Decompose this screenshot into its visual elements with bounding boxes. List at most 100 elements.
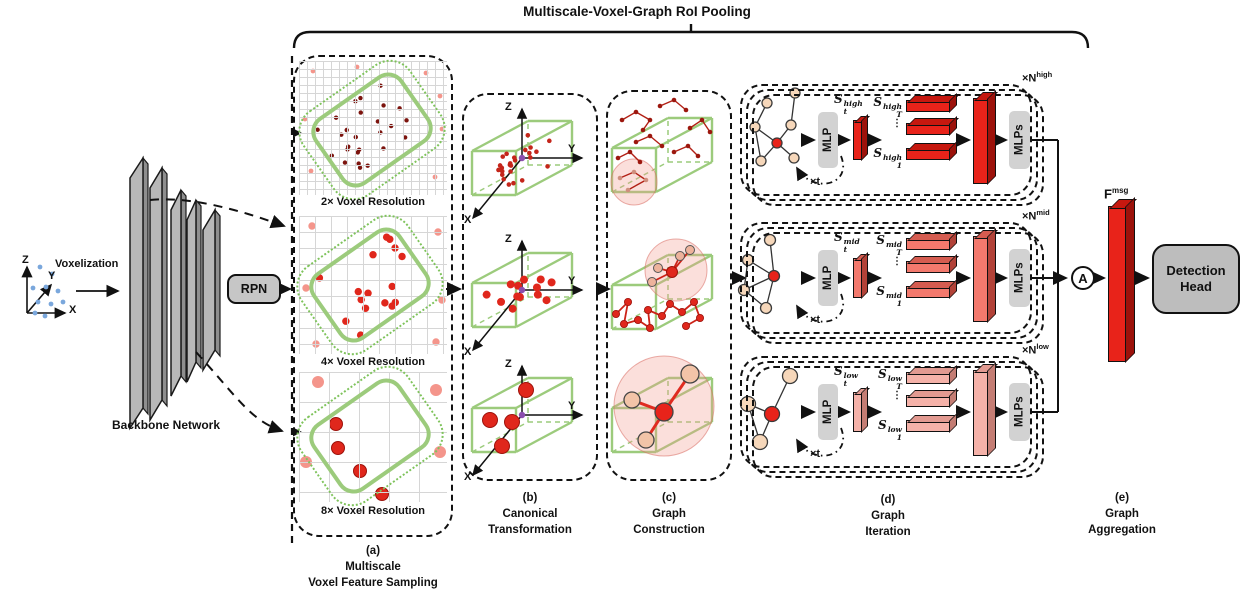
f-msg-label: Fmsg	[1104, 186, 1128, 201]
state-stack-bar-mid-mid	[906, 261, 950, 273]
panel-d-caption-letter: (d)	[880, 494, 896, 506]
graph-iteration-row-mid-stack2	[752, 232, 1044, 344]
state-stack-bar-low-T	[906, 372, 950, 384]
graph-iteration-row-mid	[740, 222, 1032, 334]
f-base: F	[1104, 186, 1112, 202]
graph-iteration-row-high	[740, 84, 1032, 196]
state-bar-t-low	[853, 392, 862, 432]
state-bar-t-high	[853, 120, 862, 160]
n-base: ×N	[1022, 344, 1037, 357]
panel-c-caption-line2: Construction	[633, 524, 705, 536]
pointcloud-y-axis-label: Y	[48, 270, 56, 282]
n-base: ×N	[1022, 210, 1037, 223]
panel-b-caption-line2: Transformation	[488, 524, 572, 536]
n-base: ×N	[1022, 72, 1037, 85]
pointcloud-x-axis-label: X	[69, 304, 77, 316]
canonical-y-label: Y	[568, 143, 576, 155]
canonical-z-label: Z	[505, 233, 512, 245]
s-sub: T	[896, 248, 902, 258]
mlps-box-high: MLPs	[1009, 111, 1030, 169]
s-base: S	[878, 367, 887, 381]
mlps-box-low: MLPs	[1009, 383, 1030, 441]
voxel-grid-4x	[299, 216, 447, 354]
panel-d-caption-line2: Iteration	[865, 526, 911, 538]
multiplier-n-mid: ×Nmid	[1022, 208, 1050, 223]
n-sup: low	[1036, 342, 1049, 351]
grid-2x-label: 2× Voxel Resolution	[320, 196, 426, 208]
f-msg-feature-bar	[1108, 206, 1126, 362]
canonical-x-label: X	[464, 346, 472, 358]
canonical-y-label: Y	[568, 400, 576, 412]
concat-bar-high	[973, 98, 988, 184]
iteration-count-mid: ×t	[810, 314, 821, 326]
state-bar-t-mid	[853, 258, 862, 298]
s-base: S	[873, 95, 882, 109]
panel-e-caption: (e) Graph Aggregation	[1062, 490, 1182, 538]
rpn-box: RPN	[227, 274, 281, 304]
panel-a-caption-line1: Multiscale	[345, 561, 401, 573]
state-stack-bar-high-1	[906, 148, 950, 160]
s-sup: low	[843, 371, 858, 380]
iteration-count-low: ×t	[810, 448, 821, 460]
voxel-grid-2x	[299, 61, 447, 195]
graph-iteration-row-high-stack2	[752, 94, 1044, 206]
graph-iteration-row-low-stack2	[752, 366, 1044, 478]
panel-e-caption-line1: Graph	[1105, 508, 1139, 520]
s-sub: 1	[896, 161, 902, 171]
grid-4x-label: 4× Voxel Resolution	[320, 356, 426, 368]
panel-b-caption: (b) Canonical Transformation	[462, 490, 598, 538]
s-base: S	[876, 233, 885, 247]
figure-title: Multiscale-Voxel-Graph RoI Pooling	[523, 4, 751, 19]
ellipsis-low: ⋮	[892, 390, 902, 401]
s-sup: high	[883, 102, 902, 111]
s-base: S	[878, 418, 887, 432]
panel-d-caption-line1: Graph	[871, 510, 905, 522]
voxelization-label: Voxelization	[55, 258, 119, 270]
canonical-x-label: X	[464, 214, 472, 226]
mlp-box-low: MLP	[818, 384, 838, 440]
backbone-network-label: Backbone Network	[112, 418, 221, 432]
s-base: S	[876, 284, 885, 298]
graph-iteration-row-low-stack1	[746, 361, 1038, 473]
s-base: S	[873, 146, 882, 160]
state-stack-bar-high-T	[906, 100, 950, 112]
state-stack-bar-mid-1	[906, 286, 950, 298]
state-stack-bar-low-mid	[906, 395, 950, 407]
s-sup: mid	[843, 237, 860, 246]
s-sub: 1	[896, 299, 902, 309]
n-sup: mid	[1036, 208, 1050, 217]
s-sup: high	[883, 153, 902, 162]
detection-head-line1: Detection	[1166, 263, 1226, 278]
canonical-z-label: Z	[505, 101, 512, 113]
mlps-box-mid: MLPs	[1009, 249, 1030, 307]
canonical-x-label: X	[464, 471, 472, 483]
mlp-box-high: MLP	[818, 112, 838, 168]
graph-iteration-row-low	[740, 356, 1032, 468]
concat-bar-mid	[973, 236, 988, 322]
s-sup: low	[887, 374, 902, 383]
s-sub: t	[843, 379, 848, 389]
pointcloud-z-axis-label: Z	[22, 254, 29, 266]
canonical-y-label: Y	[568, 275, 576, 287]
panel-a-caption: (a) Multiscale Voxel Feature Sampling	[292, 543, 454, 591]
panel-c-border	[606, 90, 732, 481]
state-stack-bar-high-mid	[906, 123, 950, 135]
ellipsis-high: ⋮	[892, 118, 902, 129]
panel-c-caption-line1: Graph	[652, 508, 686, 520]
mlp-box-mid: MLP	[818, 250, 838, 306]
iteration-count-high: ×t	[810, 176, 821, 188]
s-sub: 1	[896, 433, 902, 443]
s-sub: t	[843, 107, 848, 117]
panel-a-caption-letter: (a)	[365, 545, 381, 557]
canonical-z-label: Z	[505, 358, 512, 370]
panel-a-border	[293, 55, 453, 537]
n-sup: high	[1036, 70, 1053, 79]
multiplier-n-low: ×Nlow	[1022, 342, 1049, 357]
